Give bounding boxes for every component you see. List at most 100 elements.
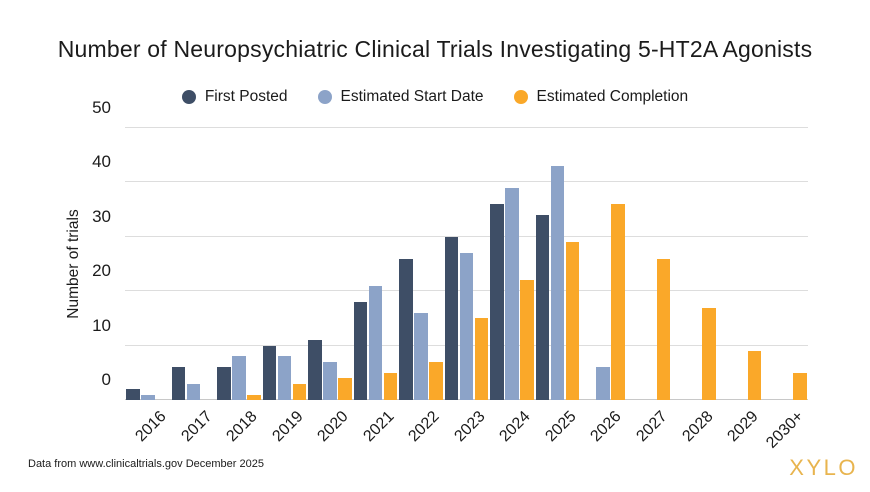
bar-group-2027: 2027	[626, 128, 672, 445]
legend-marker-estimated-completion	[513, 90, 528, 104]
bar-estimated-start-date-2018	[232, 356, 246, 400]
bar-first-posted-2025	[535, 215, 550, 400]
bar-slot	[490, 128, 504, 400]
bar-first-posted-2018	[217, 367, 231, 400]
bar-slot	[399, 128, 413, 400]
bar-slot	[642, 128, 656, 400]
x-tick-label-2023: 2023	[451, 408, 489, 446]
bar-estimated-completion-2029	[747, 351, 762, 400]
bar-slot	[733, 128, 747, 400]
bar-first-posted-2017	[171, 367, 186, 400]
x-tick-label-2022: 2022	[405, 408, 443, 446]
y-tick-label-30: 30	[92, 206, 111, 226]
bar-slot	[656, 128, 671, 400]
bar-group-2022: 2022	[398, 128, 444, 445]
legend: First Posted Estimated Start Date Estimate…	[0, 88, 870, 106]
bar-slot	[596, 128, 610, 400]
bar-slot	[186, 128, 201, 400]
bar-slot	[323, 128, 337, 400]
bar-groups: 2016 2017 2018 2019 2020 2021 2022 2023 2024 2025…	[125, 128, 808, 452]
x-tick-label-2028: 2028	[678, 408, 717, 446]
source-note: Data from www.clinicaltrials.gov Decembe…	[28, 458, 264, 470]
bar-estimated-completion-2024	[520, 280, 534, 400]
bar-slot	[459, 128, 474, 400]
bar-slot	[672, 128, 686, 400]
bar-slot	[611, 128, 625, 400]
bar-estimated-start-date-2025	[550, 166, 565, 400]
bar-group-2023: 2023	[444, 128, 490, 445]
bar-estimated-completion-2018	[247, 394, 261, 400]
bar-estimated-start-date-2017	[186, 383, 201, 400]
bar-first-posted-2016	[126, 389, 140, 400]
bar-estimated-completion-2027	[656, 258, 671, 400]
bar-first-posted-2022	[399, 258, 413, 400]
bar-group-2025: 2025	[535, 128, 581, 445]
bar-estimated-start-date-2024	[505, 187, 519, 400]
x-tick-label-2026: 2026	[587, 408, 626, 446]
legend-label: Estimated Start Date	[340, 88, 484, 105]
y-tick-label-10: 10	[92, 315, 111, 335]
bar-slot	[687, 128, 701, 400]
x-tick-label-2017: 2017	[178, 408, 216, 446]
bar-slot	[747, 128, 762, 400]
bar-first-posted-2024	[490, 204, 504, 400]
bar-estimated-start-date-2019	[277, 356, 292, 400]
bar-group-2026: 2026	[580, 128, 626, 445]
bar-slot	[383, 128, 398, 400]
bar-slot	[505, 128, 519, 400]
x-tick-label-2027: 2027	[633, 408, 671, 446]
bar-first-posted-2021	[353, 302, 368, 400]
bar-slot	[277, 128, 292, 400]
bar-slot	[627, 128, 641, 400]
bar-slot	[778, 128, 792, 400]
legend-label: First Posted	[204, 88, 288, 105]
bar-slot	[126, 128, 140, 400]
x-tick-label-2021: 2021	[360, 408, 398, 446]
bar-slot	[202, 128, 216, 400]
legend-item-first-posted: First Posted	[181, 88, 288, 106]
bar-group-2029: 2029	[717, 128, 763, 445]
bar-slot	[793, 128, 807, 400]
bar-slot	[474, 128, 489, 400]
legend-marker-estimated-start-date	[317, 90, 332, 104]
bar-group-2016: 2016	[125, 128, 171, 445]
x-tick-label-2029: 2029	[724, 408, 762, 446]
bar-group-2019: 2019	[262, 128, 308, 445]
gridline-30	[125, 235, 808, 237]
y-tick-label-0: 0	[101, 370, 111, 389]
legend-item-estimated-start-date: Estimated Start Date	[317, 88, 484, 106]
bar-slot	[292, 128, 307, 400]
bar-estimated-completion-2021	[383, 372, 398, 400]
x-tick-label-2024: 2024	[496, 408, 535, 446]
bar-slot	[171, 128, 186, 400]
legend-label: Estimated Completion	[536, 88, 689, 105]
x-tick-label-2030+: 2030+	[763, 408, 808, 452]
x-tick-label-2020: 2020	[314, 408, 352, 446]
legend-item-estimated-completion: Estimated Completion	[513, 88, 689, 106]
bar-slot	[262, 128, 277, 400]
y-tick-label-20: 20	[92, 261, 111, 281]
bar-group-2024: 2024	[489, 128, 535, 445]
gridline-40	[125, 181, 808, 183]
bar-slot	[338, 128, 352, 400]
bar-slot	[702, 128, 716, 400]
bar-estimated-start-date-2021	[368, 285, 383, 400]
bar-estimated-completion-2020	[338, 378, 352, 400]
bar-slot	[429, 128, 443, 400]
y-tick-label-40: 40	[92, 152, 111, 172]
brand-logo: XYLO	[789, 455, 858, 480]
page-title: Number of Neuropsychiatric Clinical Tria…	[57, 36, 813, 62]
bar-group-2020: 2020	[307, 128, 353, 445]
bar-estimated-start-date-2020	[323, 361, 337, 400]
bar-estimated-completion-2022	[429, 361, 443, 400]
bar-slot	[581, 128, 595, 400]
bar-slot	[763, 128, 777, 400]
bar-slot	[520, 128, 534, 400]
bar-estimated-completion-2019	[292, 383, 307, 400]
bar-estimated-start-date-2022	[414, 312, 428, 400]
bar-slot	[535, 128, 550, 400]
bar-estimated-start-date-2023	[459, 253, 474, 400]
bar-slot	[232, 128, 246, 400]
bar-estimated-start-date-2026	[596, 367, 610, 400]
